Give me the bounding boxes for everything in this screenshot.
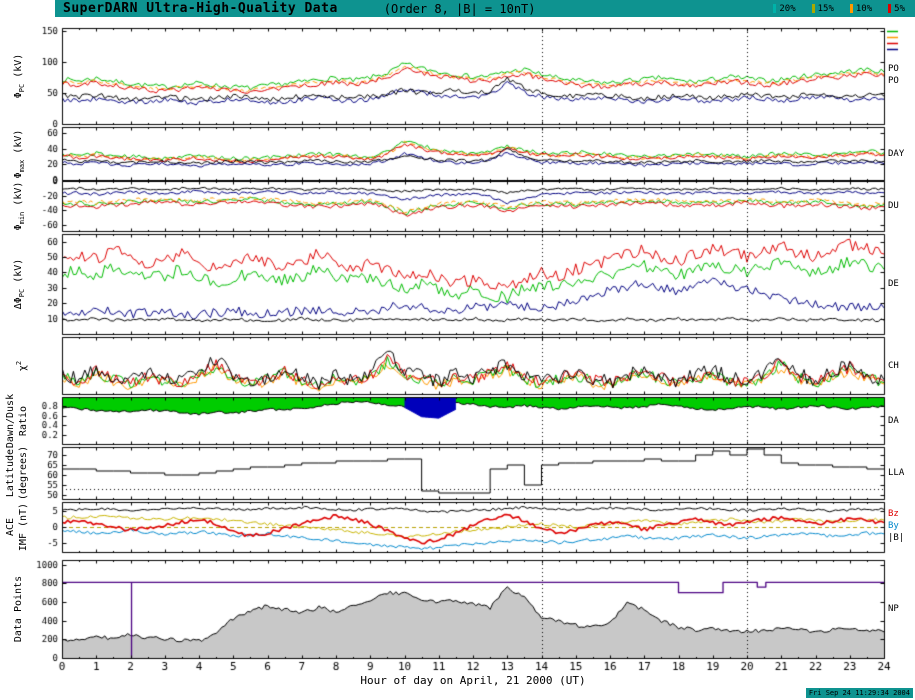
render-timestamp: Fri Sep 24 11:29:34 2004 (805, 688, 913, 698)
x-axis-title: Hour of day on April, 21 2000 (UT) (360, 674, 586, 687)
